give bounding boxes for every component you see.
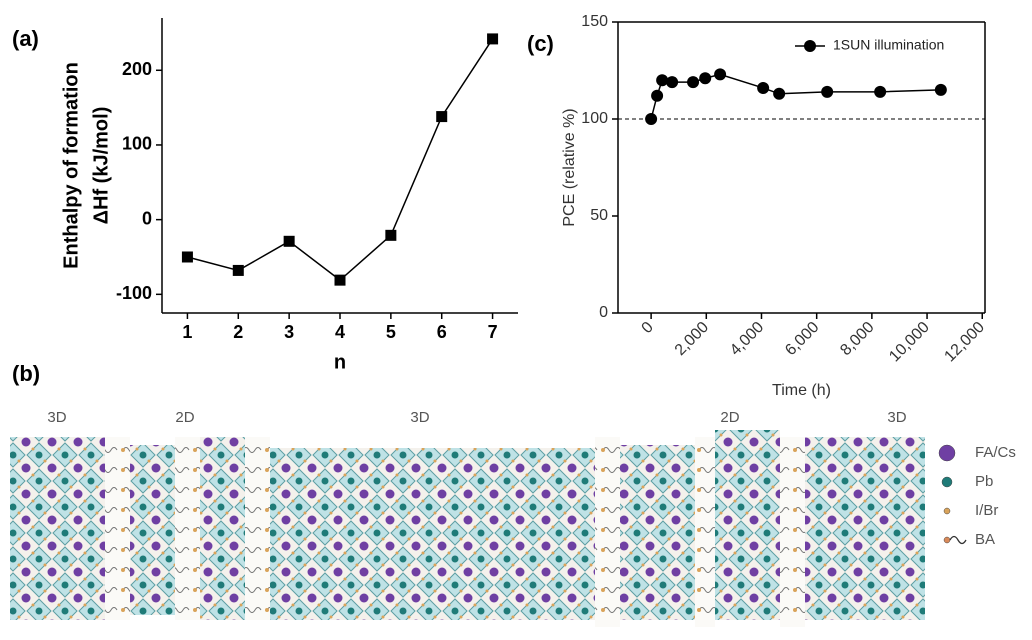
x-tick-label: 2 xyxy=(233,322,243,342)
y-tick-label: 100 xyxy=(581,110,608,127)
point xyxy=(714,68,727,81)
point xyxy=(334,274,346,286)
region-label: 3D xyxy=(410,409,429,426)
y-tick-label: -100 xyxy=(116,283,152,303)
point xyxy=(487,33,499,45)
point xyxy=(232,264,244,276)
2d-block xyxy=(620,445,695,620)
series-line xyxy=(187,38,494,282)
legend-label: I/Br xyxy=(975,502,998,519)
3d-block xyxy=(10,437,105,620)
y-tick-label: 150 xyxy=(581,13,608,30)
y-tick-label: 100 xyxy=(122,134,152,154)
x-tick-label: 1 xyxy=(182,322,192,342)
2d-block xyxy=(130,445,175,615)
y-axis-label: Enthalpy of formation xyxy=(60,62,82,269)
3d-block xyxy=(805,437,925,620)
point xyxy=(699,72,712,85)
point xyxy=(874,85,887,98)
spacer xyxy=(105,437,130,620)
point xyxy=(385,229,397,241)
2d-block xyxy=(715,430,780,620)
point xyxy=(436,111,448,123)
spacer xyxy=(780,437,805,627)
region-label: 3D xyxy=(887,409,906,426)
y-axis-label: PCE (relative %) xyxy=(561,108,578,226)
x-tick-label: 8,000 xyxy=(837,319,877,359)
x-tick-label: 7 xyxy=(488,322,498,342)
point xyxy=(773,87,786,100)
point xyxy=(934,83,947,96)
legend-swatch xyxy=(943,507,951,515)
point xyxy=(645,113,658,125)
legend-label: FA/Cs xyxy=(975,444,1016,461)
legend-swatch xyxy=(949,535,967,545)
point xyxy=(651,89,664,102)
x-tick-label: 4,000 xyxy=(727,319,767,359)
point xyxy=(181,251,193,263)
point xyxy=(687,76,700,89)
spacer xyxy=(695,437,715,627)
legend-label: 1SUN illumination xyxy=(833,37,944,53)
region-label: 2D xyxy=(175,409,194,426)
point xyxy=(757,81,770,94)
panel-label: (a) xyxy=(12,26,39,51)
x-axis-label: Time (h) xyxy=(772,382,831,399)
x-tick-label: 0 xyxy=(639,319,657,337)
region-label: 2D xyxy=(720,409,739,426)
spacer xyxy=(245,437,270,620)
point xyxy=(656,74,669,87)
x-tick-label: 5 xyxy=(386,322,396,342)
y-axis-label: ΔHf (kJ/mol) xyxy=(90,107,112,225)
spacer xyxy=(595,437,620,627)
panel-label: (b) xyxy=(12,361,40,386)
x-tick-label: 6 xyxy=(437,322,447,342)
3d-block xyxy=(270,448,595,620)
schematic xyxy=(10,430,925,627)
2d-block xyxy=(200,437,245,620)
x-tick-label: 10,000 xyxy=(886,319,933,366)
y-tick-label: 50 xyxy=(590,207,608,224)
y-tick-label: 200 xyxy=(122,59,152,79)
region-label: 3D xyxy=(47,409,66,426)
legend-swatch xyxy=(941,476,953,488)
y-tick-label: 0 xyxy=(599,304,608,321)
spacer xyxy=(175,437,200,620)
y-tick-label: 0 xyxy=(142,208,152,228)
point xyxy=(821,85,834,98)
x-tick-label: 2,000 xyxy=(672,319,712,359)
point xyxy=(283,235,295,247)
x-tick-label: 4 xyxy=(335,322,345,342)
legend-marker xyxy=(804,40,816,52)
x-axis-label: n xyxy=(334,351,346,373)
legend-label: BA xyxy=(975,531,995,548)
x-tick-label: 6,000 xyxy=(782,319,822,359)
x-tick-label: 12,000 xyxy=(941,319,988,366)
legend-swatch xyxy=(943,536,951,544)
point xyxy=(666,76,679,89)
panel-label: (c) xyxy=(527,31,554,56)
legend-label: Pb xyxy=(975,473,993,490)
legend-swatch xyxy=(938,444,956,462)
x-tick-label: 3 xyxy=(284,322,294,342)
